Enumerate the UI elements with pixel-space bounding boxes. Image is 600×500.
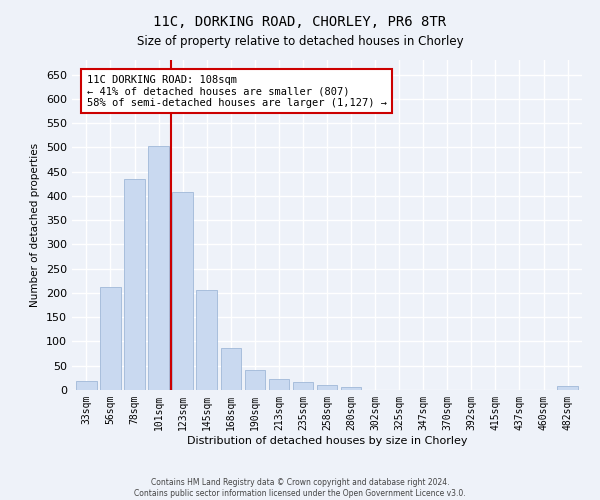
X-axis label: Distribution of detached houses by size in Chorley: Distribution of detached houses by size … [187, 436, 467, 446]
Bar [124, 179, 145, 390]
Y-axis label: Number of detached properties: Number of detached properties [31, 143, 40, 307]
Bar [172, 192, 193, 390]
Bar [100, 286, 121, 390]
Bar [148, 146, 169, 390]
Bar [221, 348, 241, 390]
Bar [76, 382, 97, 390]
Text: 11C, DORKING ROAD, CHORLEY, PR6 8TR: 11C, DORKING ROAD, CHORLEY, PR6 8TR [154, 15, 446, 29]
Text: 11C DORKING ROAD: 108sqm
← 41% of detached houses are smaller (807)
58% of semi-: 11C DORKING ROAD: 108sqm ← 41% of detach… [86, 74, 386, 108]
Text: Size of property relative to detached houses in Chorley: Size of property relative to detached ho… [137, 35, 463, 48]
Bar [196, 290, 217, 390]
Bar [557, 386, 578, 390]
Bar [269, 380, 289, 390]
Bar [341, 386, 361, 390]
Text: Contains HM Land Registry data © Crown copyright and database right 2024.
Contai: Contains HM Land Registry data © Crown c… [134, 478, 466, 498]
Bar [293, 382, 313, 390]
Bar [317, 385, 337, 390]
Bar [245, 370, 265, 390]
